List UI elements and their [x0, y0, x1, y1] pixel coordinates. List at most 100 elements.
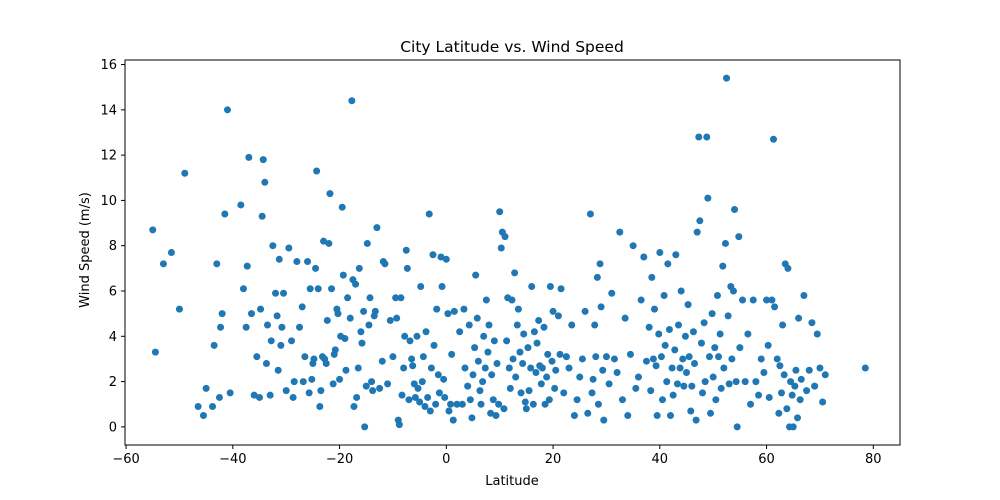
data-point	[509, 355, 517, 363]
data-point	[503, 337, 511, 345]
y-tick-label: 6	[109, 285, 117, 300]
data-point	[344, 294, 352, 302]
data-point	[657, 353, 665, 361]
data-point	[560, 389, 568, 397]
data-point	[242, 323, 250, 331]
data-point	[290, 378, 298, 386]
data-point	[273, 312, 281, 320]
data-point	[323, 316, 331, 324]
data-point	[444, 310, 452, 318]
data-point	[398, 391, 406, 399]
y-tick-label: 8	[109, 239, 117, 254]
data-point	[511, 269, 519, 277]
data-point	[449, 416, 457, 424]
data-point	[700, 319, 708, 327]
data-point	[720, 364, 728, 372]
data-point	[253, 353, 261, 361]
data-point	[409, 362, 417, 370]
data-point	[696, 217, 704, 225]
data-point	[695, 133, 703, 141]
data-point	[430, 341, 438, 349]
data-point	[673, 380, 681, 388]
y-tick-label: 10	[100, 194, 117, 209]
data-point	[543, 373, 551, 381]
data-point	[652, 362, 660, 370]
data-point	[729, 287, 737, 295]
data-point	[811, 382, 819, 390]
data-point	[181, 169, 189, 177]
data-point	[320, 237, 328, 245]
data-point	[692, 416, 700, 424]
y-tick-label: 0	[109, 420, 117, 435]
data-point	[360, 307, 368, 315]
data-point	[578, 355, 586, 363]
data-point	[416, 398, 424, 406]
data-point	[487, 409, 495, 417]
data-point	[400, 364, 408, 372]
data-point	[752, 378, 760, 386]
data-point	[490, 337, 498, 345]
data-point	[520, 330, 528, 338]
data-point	[538, 364, 546, 372]
data-point	[441, 393, 449, 401]
data-point	[149, 226, 157, 234]
data-point	[530, 328, 538, 336]
data-point	[476, 387, 484, 395]
data-point	[369, 387, 377, 395]
data-point	[492, 412, 500, 420]
data-point	[792, 366, 800, 374]
data-point	[422, 328, 430, 336]
data-point	[434, 371, 442, 379]
data-point	[655, 330, 663, 338]
data-point	[261, 178, 269, 186]
data-point	[199, 412, 207, 420]
data-point	[466, 396, 474, 404]
data-point	[557, 285, 565, 293]
data-point	[215, 393, 223, 401]
y-axis-ticks: 0 2 4 6 8 10 12 14 16	[100, 58, 125, 435]
y-tick-label: 2	[109, 375, 117, 390]
plot-area-frame	[124, 59, 901, 446]
data-point	[331, 346, 339, 354]
data-point	[668, 364, 676, 372]
data-point	[788, 391, 796, 399]
data-point	[581, 307, 589, 315]
data-point	[293, 258, 301, 266]
data-point	[361, 423, 369, 431]
data-point	[289, 393, 297, 401]
data-point	[395, 421, 403, 429]
data-point	[264, 321, 272, 329]
data-point	[524, 344, 532, 352]
data-point	[259, 156, 267, 164]
data-point	[508, 296, 516, 304]
data-point	[776, 362, 784, 370]
data-point	[339, 271, 347, 279]
data-point	[784, 264, 792, 272]
data-point	[308, 375, 316, 383]
data-point	[705, 353, 713, 361]
data-point	[442, 255, 450, 263]
data-point	[715, 353, 723, 361]
data-point	[386, 316, 394, 324]
data-point	[602, 353, 610, 361]
data-point	[464, 382, 472, 390]
data-point	[368, 378, 376, 386]
data-point	[599, 366, 607, 374]
data-point	[282, 387, 290, 395]
data-point	[296, 323, 304, 331]
data-point	[634, 373, 642, 381]
data-point	[247, 310, 255, 318]
y-axis-label: Wind Speed (m/s)	[78, 192, 93, 308]
data-point	[528, 282, 536, 290]
data-point	[424, 393, 432, 401]
data-point	[210, 341, 218, 349]
data-point	[405, 396, 413, 404]
data-point	[493, 359, 501, 367]
data-point	[570, 412, 578, 420]
data-point	[708, 310, 716, 318]
data-point	[175, 305, 183, 313]
data-point	[217, 323, 225, 331]
data-point	[366, 294, 374, 302]
data-point	[568, 321, 576, 329]
data-point	[304, 258, 312, 266]
